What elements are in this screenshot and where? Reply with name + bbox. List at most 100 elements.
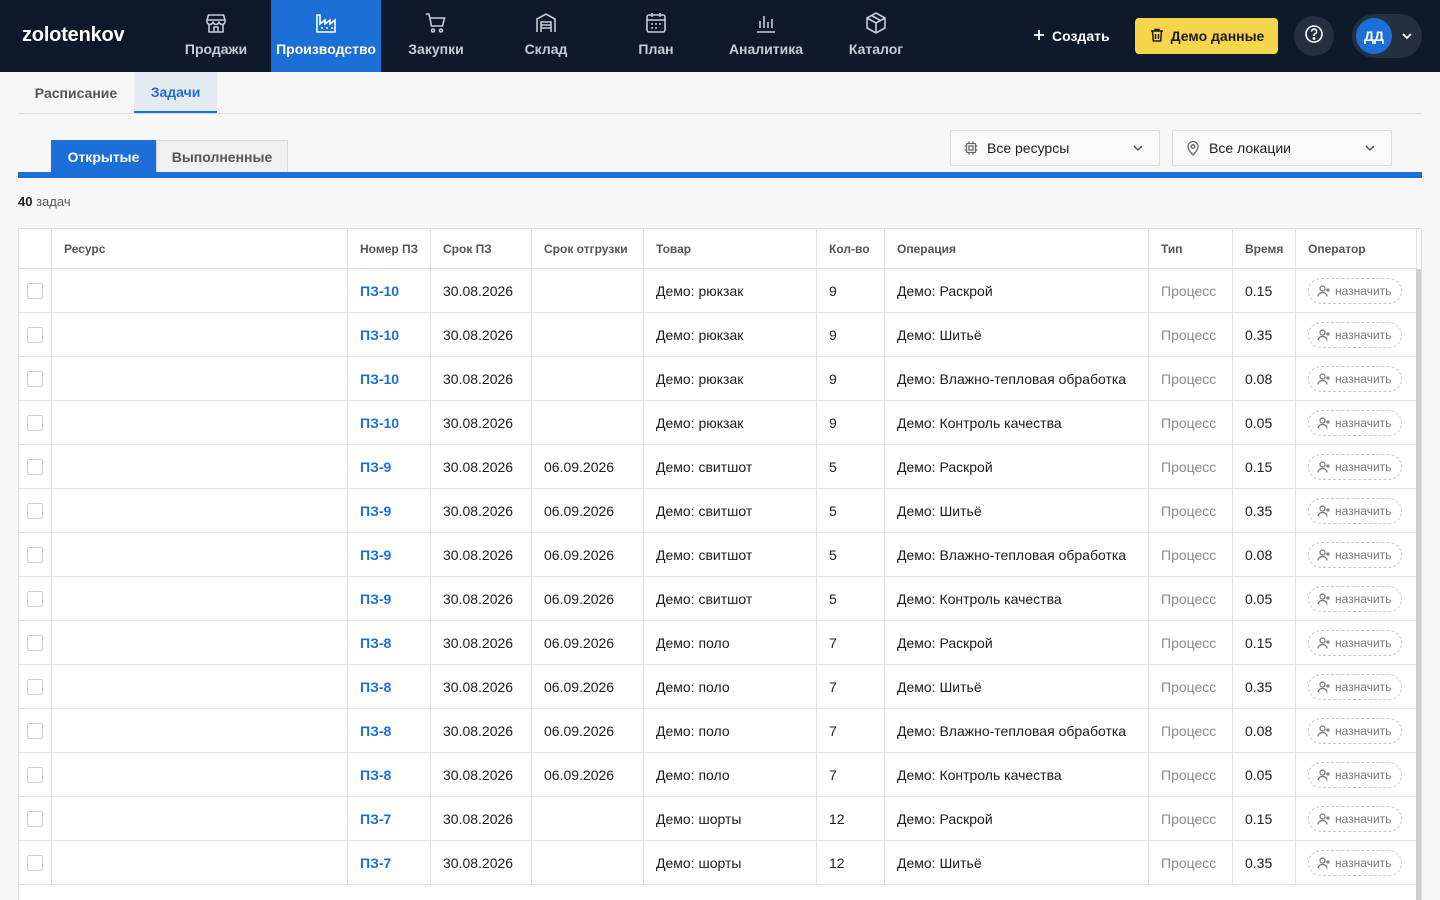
nav-item-sales[interactable]: Продажи — [161, 0, 271, 72]
cell-order-number[interactable]: ПЗ-9 — [348, 489, 431, 532]
cell-operation: Демо: Раскрой — [885, 797, 1149, 840]
table-row[interactable]: ПЗ-8 30.08.2026 06.09.2026 Демо: поло 7 Демо:… — [19, 665, 1417, 709]
table-row[interactable]: ПЗ-8 30.08.2026 06.09.2026 Демо: поло 7 Демо:… — [19, 621, 1417, 665]
row-checkbox[interactable] — [27, 282, 43, 299]
nav-item-analytics[interactable]: Аналитика — [711, 0, 821, 72]
table-row[interactable]: ПЗ-9 30.08.2026 06.09.2026 Демо: свитшот 5 Де… — [19, 533, 1417, 577]
cell-order-number[interactable]: ПЗ-8 — [348, 621, 431, 664]
tab-open[interactable]: Открытые — [51, 140, 156, 173]
column-header-qty[interactable]: Кол-во — [817, 229, 885, 269]
table-row[interactable]: ПЗ-10 30.08.2026 Демо: рюкзак 9 Демо: Контро… — [19, 401, 1417, 445]
row-checkbox[interactable] — [27, 546, 43, 563]
assign-operator-button[interactable]: назначить — [1308, 409, 1403, 436]
assign-operator-button[interactable]: назначить — [1308, 717, 1403, 744]
row-checkbox[interactable] — [27, 414, 43, 431]
assign-operator-button[interactable]: назначить — [1308, 585, 1403, 612]
column-header-operation[interactable]: Операция — [885, 229, 1149, 269]
row-checkbox[interactable] — [27, 678, 43, 695]
row-checkbox[interactable] — [27, 810, 43, 827]
row-checkbox[interactable] — [27, 590, 43, 607]
column-header-time[interactable]: Время — [1233, 229, 1296, 269]
cell-order-number[interactable]: ПЗ-10 — [348, 269, 431, 312]
nav-item-purchases[interactable]: Закупки — [381, 0, 491, 72]
cell-order-number[interactable]: ПЗ-7 — [348, 797, 431, 840]
cell-order-number[interactable]: ПЗ-7 — [348, 841, 431, 884]
resources-filter[interactable]: Все ресурсы — [950, 130, 1160, 166]
cell-ship-date: 06.09.2026 — [532, 489, 644, 532]
cell-product: Демо: свитшот — [644, 489, 817, 532]
column-header-ship[interactable]: Срок отгрузки — [532, 229, 644, 269]
locations-filter[interactable]: Все локации — [1172, 130, 1392, 166]
app-logo[interactable]: zolotenkov — [22, 24, 125, 46]
row-checkbox[interactable] — [27, 634, 43, 651]
cell-order-number[interactable]: ПЗ-8 — [348, 753, 431, 796]
row-checkbox[interactable] — [27, 502, 43, 519]
table-row[interactable]: ПЗ-8 30.08.2026 06.09.2026 Демо: поло 7 Демо:… — [19, 753, 1417, 797]
table-row[interactable]: ПЗ-10 30.08.2026 Демо: рюкзак 9 Демо: Раскро… — [19, 269, 1417, 313]
add-user-icon — [1317, 724, 1331, 738]
row-checkbox[interactable] — [27, 370, 43, 387]
cell-type: Процесс — [1149, 489, 1233, 532]
cell-operation: Демо: Контроль качества — [885, 577, 1149, 620]
table-row[interactable]: ПЗ-10 30.08.2026 Демо: рюкзак 9 Демо: Влажно… — [19, 357, 1417, 401]
nav-item-production[interactable]: Производство — [271, 0, 381, 72]
table-row[interactable]: ПЗ-7 30.08.2026 Демо: шорты 12 Демо: Шитьё Пр… — [19, 841, 1417, 885]
row-select-cell — [19, 269, 52, 312]
row-select-cell — [19, 709, 52, 752]
assign-operator-button[interactable]: назначить — [1308, 673, 1403, 700]
cell-order-number[interactable]: ПЗ-10 — [348, 357, 431, 400]
assign-operator-button[interactable]: назначить — [1308, 761, 1403, 788]
cell-order-number[interactable]: ПЗ-9 — [348, 577, 431, 620]
column-header-type[interactable]: Тип — [1149, 229, 1233, 269]
column-header-order[interactable]: Номер ПЗ — [348, 229, 431, 269]
cell-operator: назначить — [1296, 621, 1417, 664]
table-row[interactable]: ПЗ-9 30.08.2026 06.09.2026 Демо: свитшот 5 Де… — [19, 489, 1417, 533]
row-checkbox[interactable] — [27, 854, 43, 871]
column-header-operator[interactable]: Оператор — [1296, 229, 1417, 269]
assign-operator-button[interactable]: назначить — [1308, 453, 1403, 480]
row-checkbox[interactable] — [27, 722, 43, 739]
nav-item-plan[interactable]: План — [601, 0, 711, 72]
tab-done[interactable]: Выполненные — [156, 140, 288, 173]
demo-data-button[interactable]: Демо данные — [1135, 18, 1278, 54]
cell-order-number[interactable]: ПЗ-8 — [348, 709, 431, 752]
column-header-due[interactable]: Срок ПЗ — [431, 229, 532, 269]
cell-order-number[interactable]: ПЗ-10 — [348, 401, 431, 444]
help-button[interactable] — [1294, 16, 1334, 56]
assign-operator-button[interactable]: назначить — [1308, 541, 1403, 568]
row-checkbox[interactable] — [27, 326, 43, 343]
row-checkbox[interactable] — [27, 766, 43, 783]
row-select-cell — [19, 753, 52, 796]
assign-operator-button[interactable]: назначить — [1308, 365, 1403, 392]
nav-item-warehouse[interactable]: Склад — [491, 0, 601, 72]
assign-operator-button[interactable]: назначить — [1308, 497, 1403, 524]
user-menu-button[interactable]: ДД — [1352, 14, 1422, 58]
column-header-resource[interactable]: Ресурс — [52, 229, 348, 269]
cell-due-date: 30.08.2026 — [431, 753, 532, 796]
cell-order-number[interactable]: ПЗ-9 — [348, 445, 431, 488]
row-checkbox[interactable] — [27, 458, 43, 475]
assign-label: назначить — [1335, 591, 1392, 606]
assign-operator-button[interactable]: назначить — [1308, 321, 1403, 348]
assign-operator-button[interactable]: назначить — [1308, 277, 1403, 304]
assign-operator-button[interactable]: назначить — [1308, 805, 1403, 832]
table-row[interactable]: ПЗ-9 30.08.2026 06.09.2026 Демо: свитшот 5 Де… — [19, 445, 1417, 489]
cell-order-number[interactable]: ПЗ-10 — [348, 313, 431, 356]
cell-order-number[interactable]: ПЗ-9 — [348, 533, 431, 576]
nav-item-catalog[interactable]: Каталог — [821, 0, 931, 72]
cell-product: Демо: рюкзак — [644, 401, 817, 444]
tab-tasks[interactable]: Задачи — [134, 72, 217, 113]
cell-ship-date — [532, 269, 644, 312]
cell-order-number[interactable]: ПЗ-8 — [348, 665, 431, 708]
tab-schedule[interactable]: Расписание — [34, 84, 118, 101]
table-row[interactable]: ПЗ-7 30.08.2026 Демо: шорты 12 Демо: Раскрой… — [19, 797, 1417, 841]
assign-operator-button[interactable]: назначить — [1308, 849, 1403, 876]
table-row[interactable]: ПЗ-9 30.08.2026 06.09.2026 Демо: свитшот 5 Де… — [19, 577, 1417, 621]
create-button[interactable]: Создать — [1024, 20, 1118, 52]
assign-label: назначить — [1335, 635, 1392, 650]
scrollbar[interactable] — [1416, 269, 1421, 900]
assign-operator-button[interactable]: назначить — [1308, 629, 1403, 656]
table-row[interactable]: ПЗ-8 30.08.2026 06.09.2026 Демо: поло 7 Демо:… — [19, 709, 1417, 753]
column-header-product[interactable]: Товар — [644, 229, 817, 269]
table-row[interactable]: ПЗ-10 30.08.2026 Демо: рюкзак 9 Демо: Шитьё П… — [19, 313, 1417, 357]
